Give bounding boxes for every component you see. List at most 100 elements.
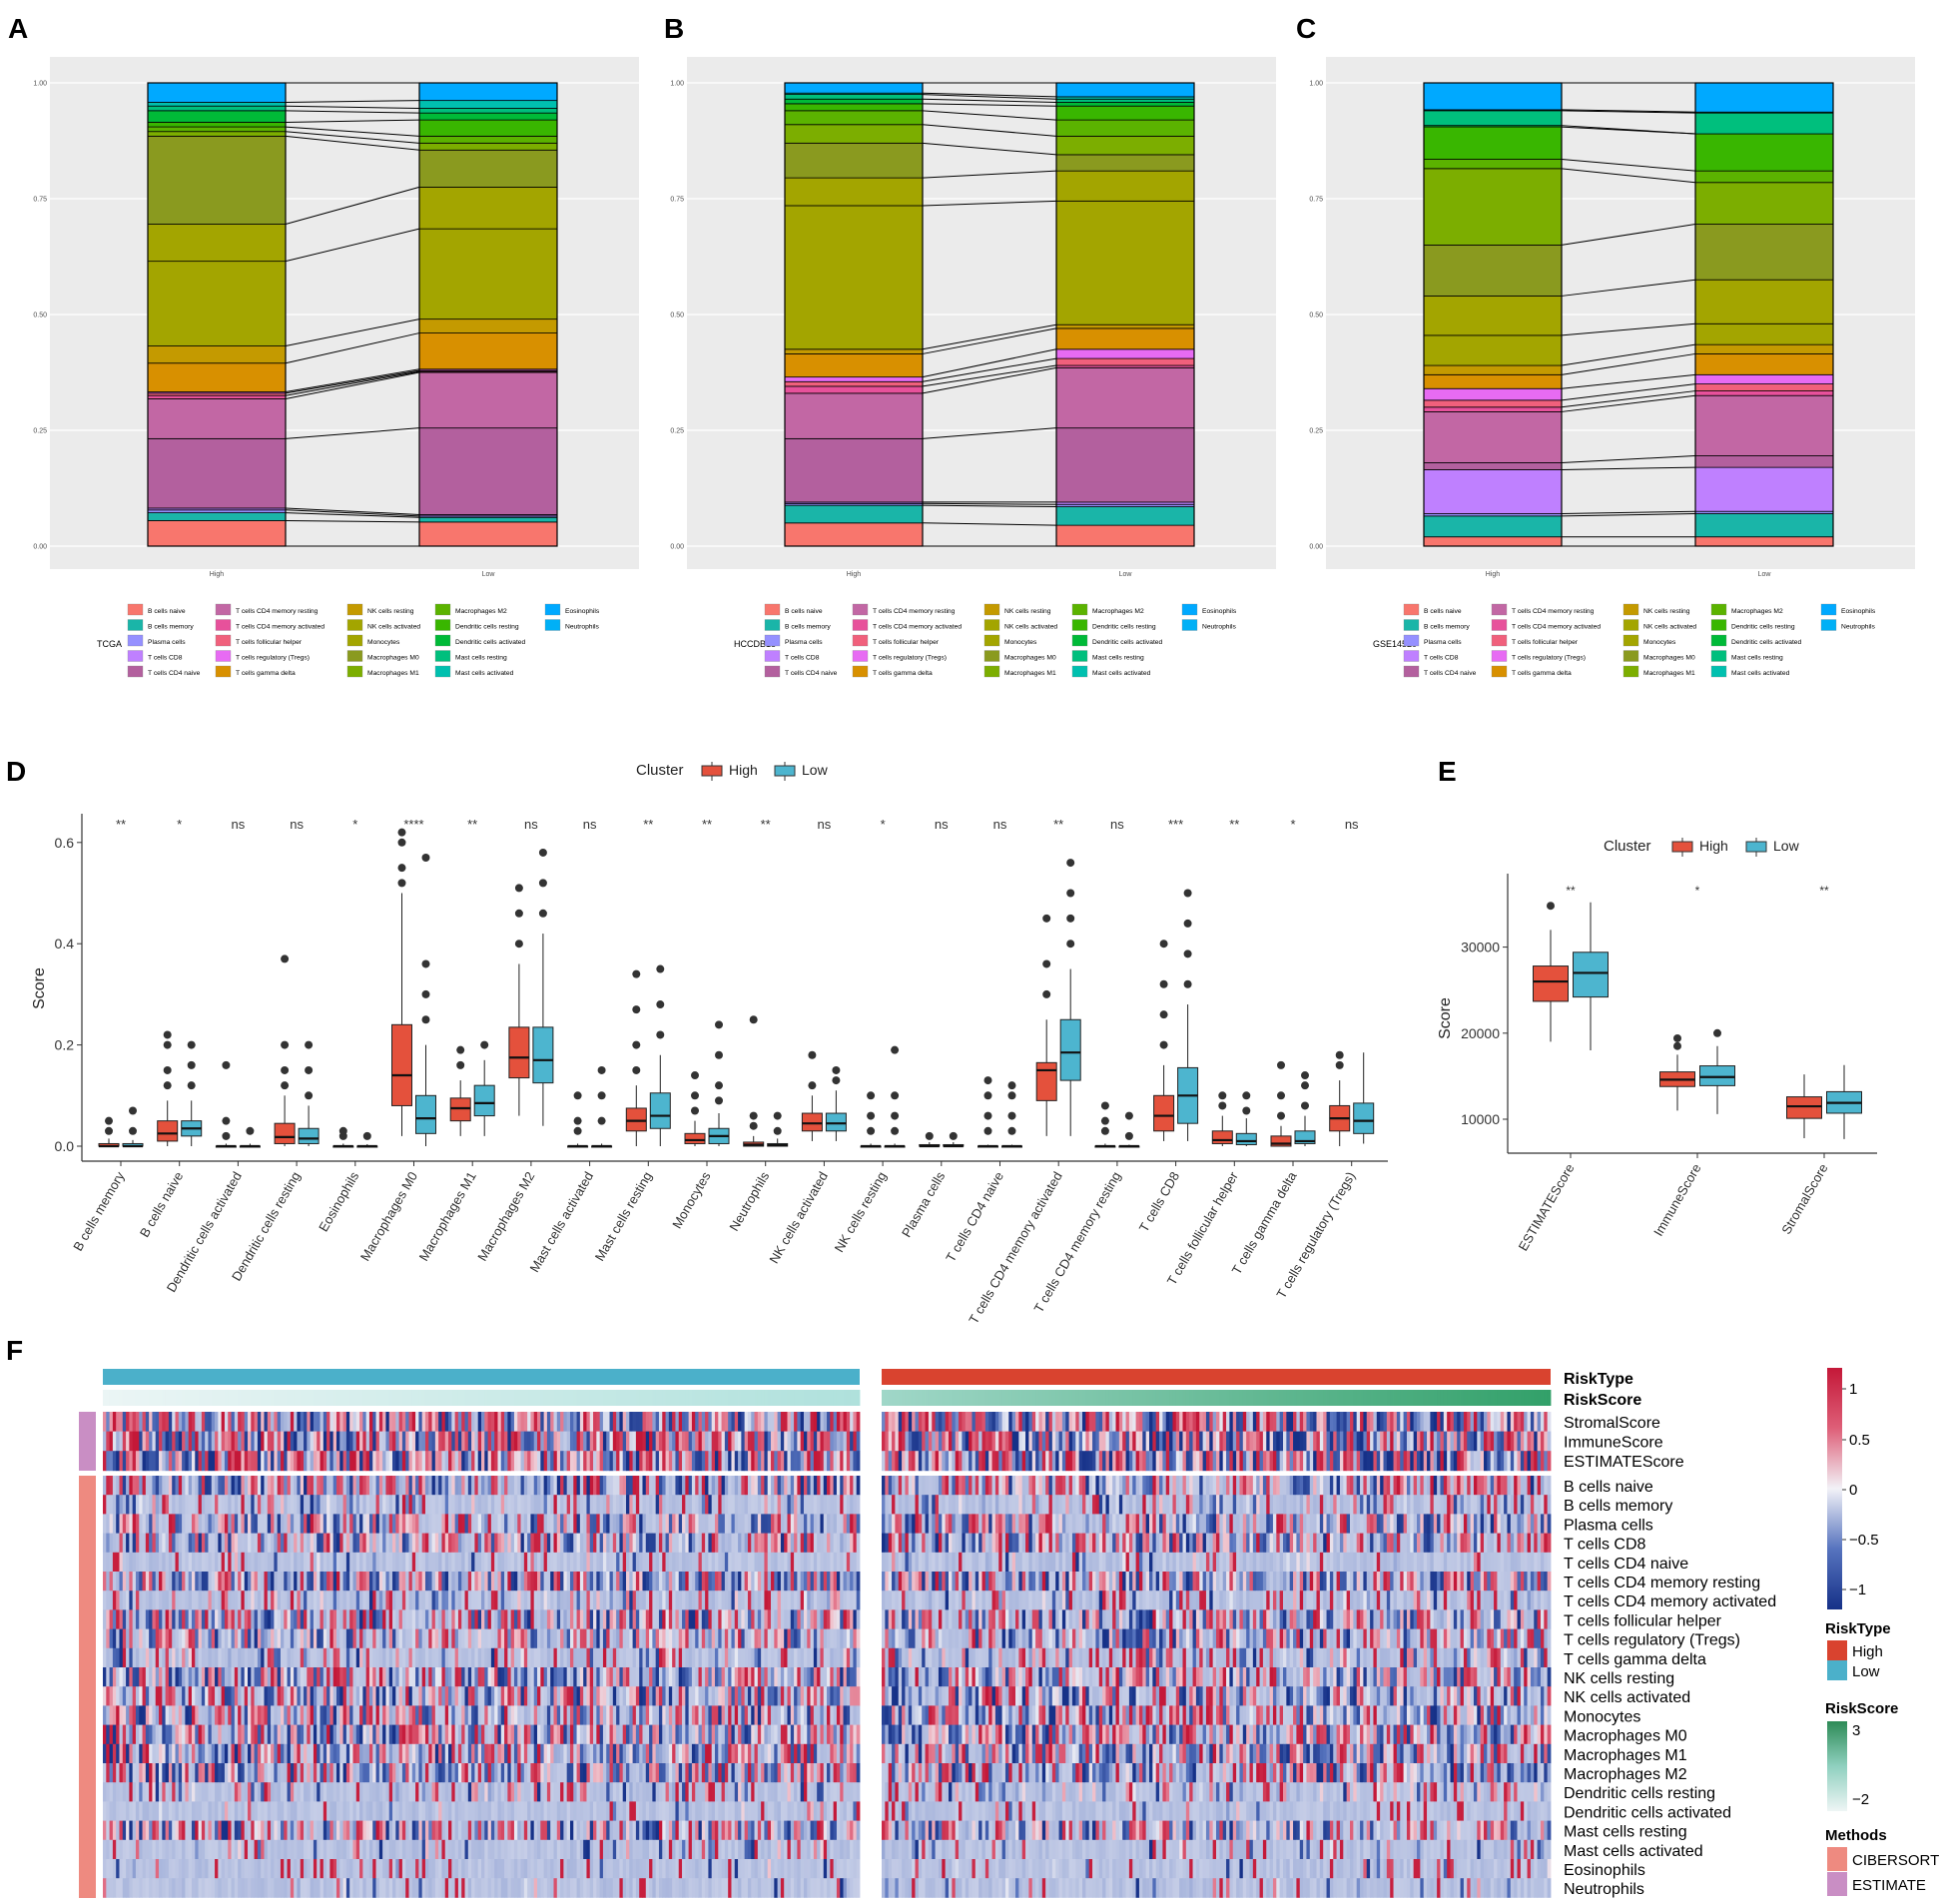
heatmap-cell: [586, 1572, 591, 1591]
heatmap-cell: [1061, 1572, 1066, 1591]
heatmap-cell: [569, 1451, 574, 1472]
heatmap-cell: [800, 1451, 805, 1472]
riskscore-cell: [718, 1390, 722, 1406]
heatmap-cell: [882, 1572, 886, 1591]
heatmap-cell: [304, 1412, 308, 1432]
heatmap-cell: [583, 1431, 587, 1452]
heatmap-cell: [385, 1552, 390, 1573]
heatmap-cell: [1045, 1495, 1049, 1515]
heatmap-cell: [576, 1514, 581, 1534]
heatmap-cell: [744, 1431, 749, 1452]
heatmap-cell: [593, 1552, 597, 1573]
heatmap-cell: [1450, 1451, 1455, 1472]
heatmap-cell: [787, 1476, 792, 1496]
heatmap-cell: [385, 1514, 390, 1534]
heatmap-cell: [898, 1451, 903, 1472]
y-tick-label: 0.25: [33, 428, 47, 435]
heatmap-cell: [925, 1476, 930, 1496]
heatmap-cell: [823, 1476, 828, 1496]
heatmap-cell: [593, 1495, 597, 1515]
heatmap-cell: [935, 1412, 940, 1432]
heatmap-cell: [408, 1412, 413, 1432]
heatmap-cell: [221, 1514, 226, 1534]
heatmap-cell: [1507, 1476, 1512, 1496]
heatmap-cell: [560, 1431, 564, 1452]
heatmap-cell: [830, 1412, 835, 1432]
heatmap-cell: [757, 1495, 762, 1515]
heatmap-cell: [662, 1514, 666, 1534]
legend-swatch: [1622, 603, 1639, 616]
heatmap-cell: [803, 1572, 808, 1591]
heatmap-cell: [1229, 1412, 1234, 1432]
heatmap-cell: [685, 1451, 690, 1472]
heatmap-cell: [382, 1451, 386, 1472]
heatmap-cell: [264, 1572, 269, 1591]
heatmap-cell: [1500, 1451, 1505, 1472]
heatmap-cell: [606, 1431, 610, 1452]
heatmap-cell: [718, 1412, 722, 1432]
heatmap-cell: [310, 1476, 315, 1496]
x-tick-label: Mast cells resting: [592, 1169, 655, 1263]
heatmap-cell: [382, 1514, 386, 1534]
legend-swatch: [983, 603, 1000, 616]
heatmap-cell: [274, 1451, 279, 1472]
heatmap-cell: [1045, 1451, 1049, 1472]
heatmap-cell: [1252, 1552, 1257, 1573]
heatmap-cell: [685, 1572, 690, 1591]
outlier-point: [129, 1126, 137, 1135]
heatmap-cell: [1004, 1451, 1009, 1472]
heatmap-cell: [1403, 1533, 1408, 1554]
riskscore-cell: [228, 1390, 232, 1406]
heatmap-cell: [962, 1476, 967, 1496]
heatmap-cell: [201, 1431, 206, 1452]
heatmap-cell: [1336, 1476, 1341, 1496]
heatmap-cell: [807, 1514, 811, 1534]
heatmap-cell: [619, 1476, 624, 1496]
heatmap-cell: [126, 1431, 130, 1452]
flow-line: [1561, 383, 1696, 401]
riskscore-cell: [300, 1390, 305, 1406]
heatmap-cell: [1353, 1412, 1358, 1432]
heatmap-cell: [271, 1572, 275, 1591]
heatmap-cell: [461, 1431, 465, 1452]
heatmap-cell: [810, 1451, 815, 1472]
heatmap-cell: [484, 1412, 488, 1432]
heatmap-cell: [218, 1514, 223, 1534]
x-tick-label: ESTIMATEScore: [1516, 1161, 1578, 1253]
riskscore-cell: [424, 1390, 429, 1406]
heatmap-cell: [1031, 1451, 1036, 1472]
heatmap-cell: [1480, 1412, 1485, 1432]
heatmap-cell: [129, 1451, 134, 1472]
riskscore-cell: [382, 1390, 386, 1406]
heatmap-cell: [925, 1533, 930, 1554]
heatmap-cell: [952, 1451, 957, 1472]
heatmap-cell: [922, 1514, 926, 1534]
heatmap-cell: [1286, 1552, 1291, 1573]
heatmap-cell: [593, 1476, 597, 1496]
heatmap-cell: [1162, 1533, 1167, 1554]
heatmap-cell: [998, 1431, 1002, 1452]
heatmap-cell: [984, 1572, 989, 1591]
riskscore-cell: [297, 1390, 302, 1406]
heatmap-cell: [434, 1495, 439, 1515]
heatmap-cell: [1256, 1412, 1260, 1432]
box-low: [825, 1112, 847, 1132]
heatmap-cell: [1437, 1476, 1441, 1496]
heatmap-cell: [731, 1476, 736, 1496]
riskscore-cell: [1045, 1390, 1049, 1406]
riskscore-cell: [1232, 1390, 1237, 1406]
heatmap-cell: [1544, 1533, 1549, 1554]
heatmap-cell: [304, 1514, 308, 1534]
heatmap-cell: [974, 1533, 979, 1554]
heatmap-cell: [566, 1572, 571, 1591]
heatmap-cell: [1457, 1412, 1461, 1432]
heatmap-cell: [523, 1451, 528, 1472]
heatmap-cell: [833, 1412, 838, 1432]
heatmap-cell: [1102, 1572, 1106, 1591]
riskscore-cell: [385, 1390, 390, 1406]
heatmap-cell: [168, 1552, 173, 1573]
heatmap-cell: [721, 1476, 726, 1496]
heatmap-cell: [761, 1431, 765, 1452]
legend-label: T cells gamma delta: [873, 670, 933, 677]
